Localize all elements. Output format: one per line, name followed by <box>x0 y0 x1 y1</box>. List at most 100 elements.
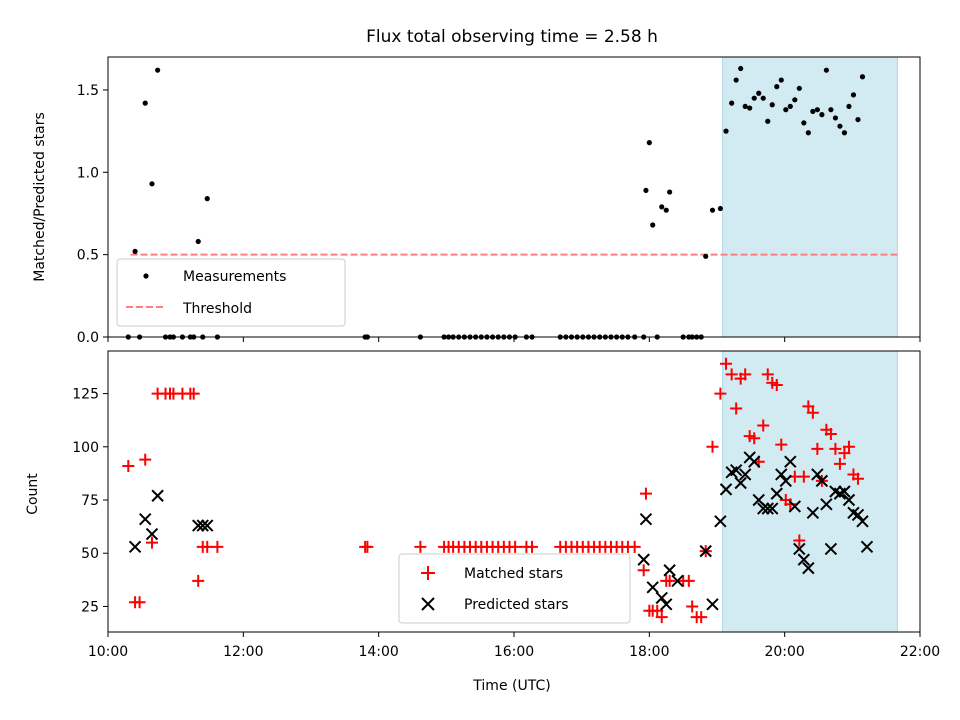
measurement-point <box>709 207 716 213</box>
predicted-point <box>748 455 761 468</box>
predicted-point <box>699 544 712 558</box>
measurement-point <box>846 103 852 110</box>
matched-point <box>414 540 427 553</box>
measurement-point <box>801 120 807 126</box>
x-axis-label: Time (UTC) <box>472 678 550 694</box>
predicted-point <box>806 506 820 519</box>
predicted-point <box>729 464 743 477</box>
measurement-point <box>132 248 138 254</box>
measurement-point <box>717 205 723 212</box>
matched-point <box>145 536 158 549</box>
top-ylabel: Matched/Predicted stars <box>32 112 48 282</box>
measurement-point <box>195 238 201 245</box>
y-tick-label: 100 <box>72 440 99 456</box>
measurement-point <box>659 204 665 210</box>
chart-title: Flux total observing time = 2.58 h <box>366 27 658 47</box>
matched-point <box>211 540 224 553</box>
matched-point <box>526 540 539 553</box>
matched-point <box>851 472 864 485</box>
predicted-point <box>714 515 727 528</box>
measurement-point <box>703 253 709 259</box>
x-tick-label: 20:00 <box>764 644 804 660</box>
predicted-point <box>856 515 869 528</box>
matched-point <box>639 487 652 500</box>
predicted-point <box>824 542 838 556</box>
matched-point <box>806 406 819 419</box>
measurement-point <box>769 102 775 108</box>
measurement-point <box>646 140 652 146</box>
predicted-point <box>196 519 209 532</box>
predicted-point <box>838 485 851 498</box>
matched-point <box>802 400 815 413</box>
measurement-point <box>742 103 748 110</box>
top-legend-box <box>116 258 346 327</box>
y-tick-label: 50 <box>81 546 99 562</box>
predicted-point <box>797 553 811 566</box>
measurement-point <box>787 103 793 110</box>
y-tick-label: 25 <box>81 599 99 615</box>
legend-threshold-label: Threshold <box>182 301 252 317</box>
predicted-point <box>660 598 673 611</box>
x-tick-label: 22:00 <box>900 644 940 660</box>
legend-predicted-label: Predicted stars <box>464 597 569 613</box>
matched-point <box>829 442 842 455</box>
measurement-point <box>643 187 649 194</box>
measurement-point <box>796 85 802 91</box>
matched-point <box>793 534 806 547</box>
matched-point <box>361 540 374 553</box>
matched-point <box>655 611 668 624</box>
measurement-point <box>155 67 161 73</box>
series-measurements <box>125 65 866 340</box>
ratio-panel: 0.0 0.5 1.0 1.5 <box>77 56 921 346</box>
predicted-point <box>784 455 797 468</box>
legend-measurements-label: Measurements <box>183 269 286 285</box>
matched-point <box>770 379 783 392</box>
measurement-point <box>783 107 789 113</box>
matched-point <box>842 440 855 453</box>
predicted-point <box>639 512 653 526</box>
legend-predicted-marker <box>421 597 435 611</box>
measurement-point <box>733 77 739 83</box>
x-tick-label: 14:00 <box>358 644 398 660</box>
predicted-point <box>775 468 788 481</box>
measurement-point <box>756 90 762 96</box>
matched-point <box>122 459 135 472</box>
measurement-point <box>805 130 811 136</box>
measurement-point <box>142 100 148 106</box>
matched-point <box>695 611 708 624</box>
measurement-point <box>859 74 866 80</box>
bottom-ylabel: Count <box>25 473 41 515</box>
predicted-point <box>139 512 152 526</box>
matched-point <box>682 574 695 587</box>
matched-point <box>725 368 738 381</box>
measurement-point <box>760 95 766 101</box>
matched-point <box>133 596 146 609</box>
predicted-point <box>646 581 659 594</box>
predicted-point <box>201 519 214 532</box>
measurement-point <box>204 196 210 202</box>
predicted-point <box>851 508 865 522</box>
predicted-point <box>145 527 159 541</box>
matched-point <box>838 447 851 460</box>
predicted-point <box>128 540 142 554</box>
matched-point <box>739 368 752 381</box>
measurement-point <box>792 97 798 103</box>
predicted-point <box>770 487 783 500</box>
matched-point <box>784 498 797 511</box>
measurement-point <box>828 107 834 113</box>
measurement-point <box>765 118 771 124</box>
matched-point <box>730 402 743 415</box>
measurement-point <box>819 112 825 118</box>
measurement-point <box>778 77 784 83</box>
top-legend: Measurements Threshold <box>116 258 346 327</box>
matched-point <box>757 419 770 432</box>
matched-point <box>628 540 641 553</box>
measurement-point <box>841 130 848 136</box>
matched-point <box>192 574 205 587</box>
count-panel: 10:00 12:00 14:00 16:00 18:00 20:00 22:00 25 50 7… <box>72 350 940 660</box>
x-tick-label: 12:00 <box>223 644 263 660</box>
matched-point <box>651 604 664 617</box>
measurement-point <box>855 116 861 123</box>
bottom-legend-box <box>398 553 631 624</box>
